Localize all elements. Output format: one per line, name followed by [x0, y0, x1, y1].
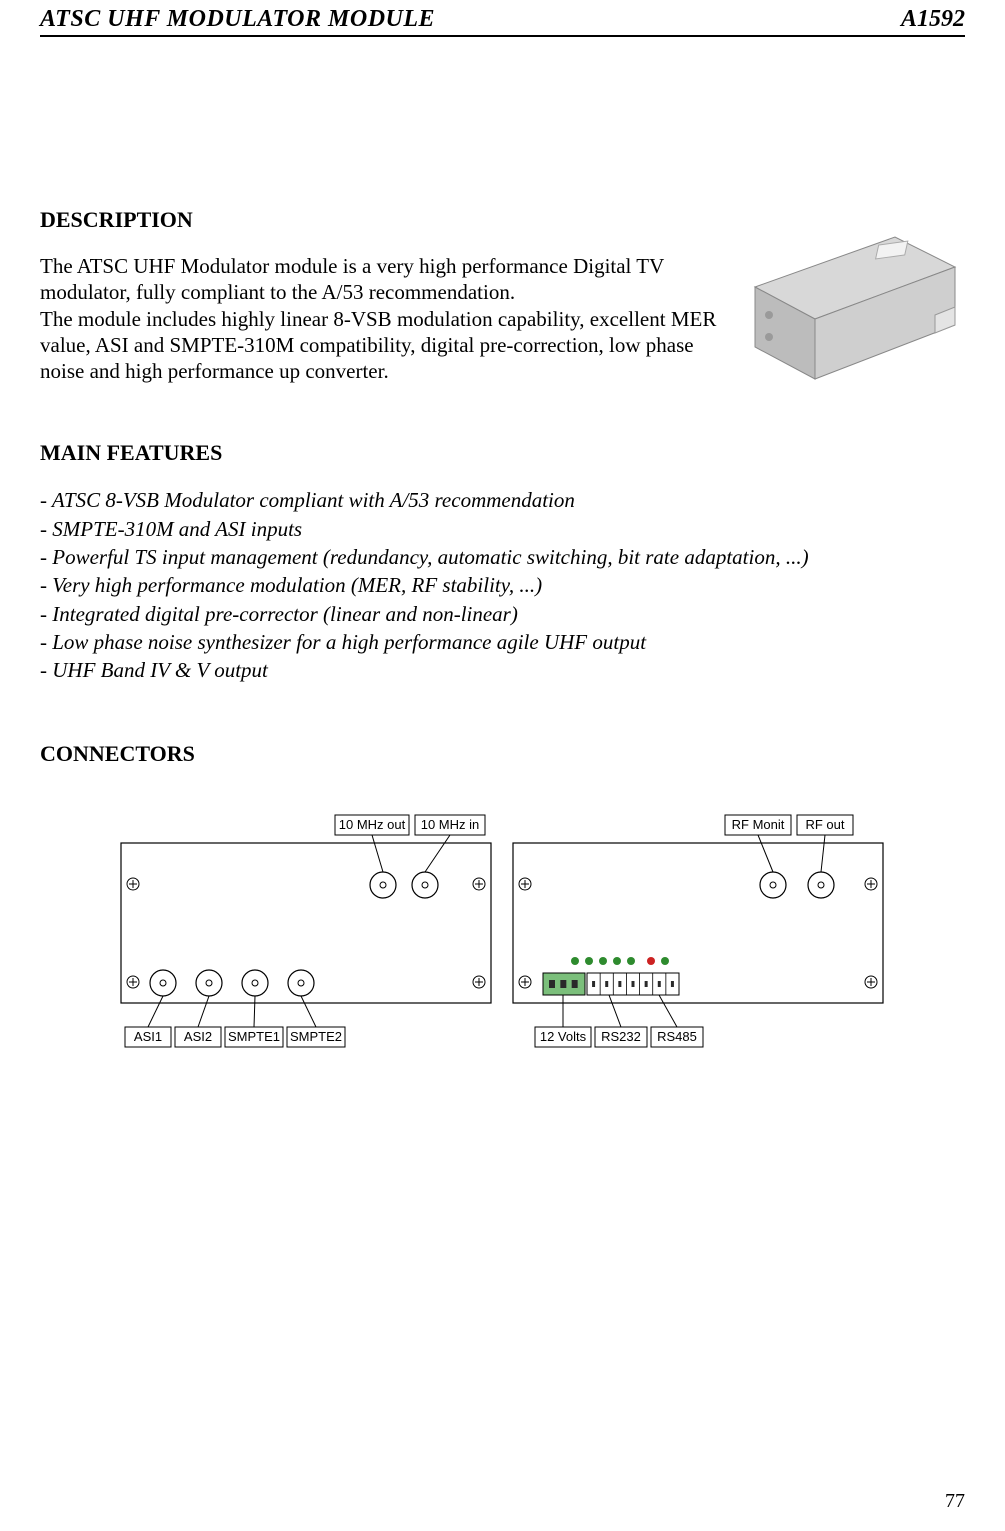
- description-block: DESCRIPTION The ATSC UHF Modulator modul…: [40, 207, 965, 384]
- connectors-heading: CONNECTORS: [40, 741, 965, 767]
- description-paragraph-1: The ATSC UHF Modulator module is a very …: [40, 253, 720, 306]
- svg-text:RS485: RS485: [657, 1029, 697, 1044]
- feature-item: - Low phase noise synthesizer for a high…: [40, 628, 965, 656]
- feature-item: - Very high performance modulation (MER,…: [40, 571, 965, 599]
- page-header: ATSC UHF MODULATOR MODULE A1592: [40, 0, 965, 37]
- svg-text:10 MHz in: 10 MHz in: [420, 817, 479, 832]
- features-heading: MAIN FEATURES: [40, 440, 965, 466]
- svg-text:RF Monit: RF Monit: [731, 817, 784, 832]
- svg-text:12 Volts: 12 Volts: [539, 1029, 586, 1044]
- page-number: 77: [945, 1490, 965, 1513]
- page: ATSC UHF MODULATOR MODULE A1592 DESCRIPT…: [0, 0, 1005, 1531]
- header-title-right: A1592: [901, 6, 965, 33]
- svg-text:ASI1: ASI1: [133, 1029, 161, 1044]
- feature-item: - Integrated digital pre-corrector (line…: [40, 600, 965, 628]
- svg-text:SMPTE1: SMPTE1: [227, 1029, 279, 1044]
- svg-text:RF out: RF out: [805, 817, 844, 832]
- feature-item: - Powerful TS input management (redundan…: [40, 543, 965, 571]
- svg-text:ASI2: ASI2: [183, 1029, 211, 1044]
- feature-item: - SMPTE-310M and ASI inputs: [40, 515, 965, 543]
- svg-text:RS232: RS232: [601, 1029, 641, 1044]
- feature-item: - ATSC 8-VSB Modulator compliant with A/…: [40, 486, 965, 514]
- header-title-left: ATSC UHF MODULATOR MODULE: [40, 6, 435, 33]
- features-list: - ATSC 8-VSB Modulator compliant with A/…: [40, 486, 965, 684]
- svg-text:10 MHz out: 10 MHz out: [338, 817, 405, 832]
- feature-item: - UHF Band IV & V output: [40, 656, 965, 684]
- description-paragraph-2: The module includes highly linear 8-VSB …: [40, 306, 720, 385]
- connectors-diagram: 10 MHz out 10 MHz in ASI1 ASI2 SMPTE1 SMPTE2 R…: [40, 797, 965, 1072]
- module-photo: [725, 197, 965, 397]
- svg-text:SMPTE2: SMPTE2: [289, 1029, 341, 1044]
